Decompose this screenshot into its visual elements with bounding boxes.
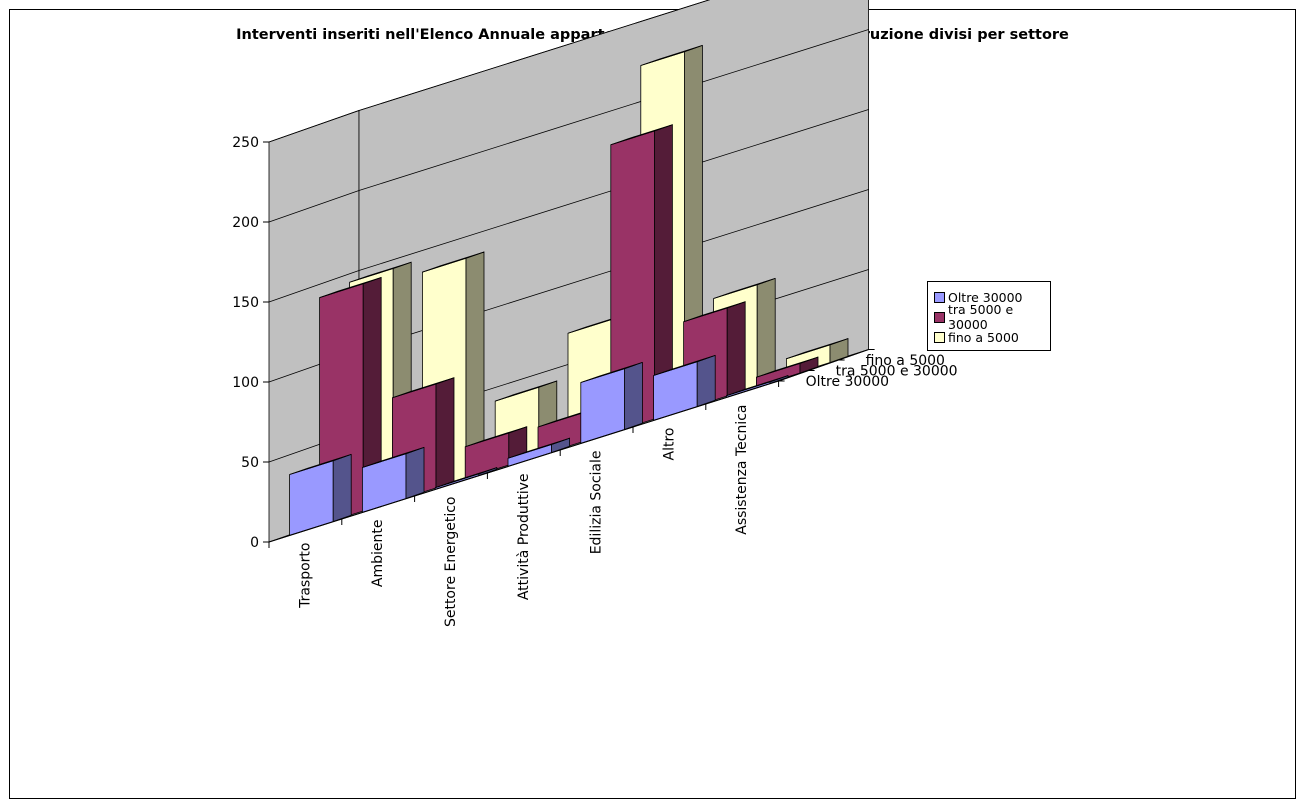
category-label: Assistenza Tecnica xyxy=(734,405,750,535)
bar-oltre-30000 xyxy=(507,437,570,467)
series-depth-label: fino a 5000 xyxy=(866,353,945,369)
legend-swatch-fino-a-5000 xyxy=(934,331,945,343)
y-tick-label: 150 xyxy=(232,295,259,311)
bar-top-face xyxy=(610,124,673,146)
category-label: Edilizia Sociale xyxy=(589,451,605,555)
bar-top-face xyxy=(653,355,716,376)
bar-top-face xyxy=(507,437,570,459)
bar-side-face xyxy=(435,377,455,489)
bar-oltre-30000 xyxy=(289,453,352,536)
bar-top-face xyxy=(786,338,849,360)
series-depth-label: Oltre 30000 xyxy=(806,374,889,390)
bar-top-face xyxy=(640,45,703,66)
y-tick-label: 100 xyxy=(232,375,259,391)
category-label: Altro xyxy=(661,428,677,461)
gridline xyxy=(268,0,711,143)
bar-tra-5000-e-30000 xyxy=(610,124,673,434)
bar-top-face xyxy=(435,467,497,489)
bar-side-face xyxy=(696,354,716,408)
bar-top-face xyxy=(362,447,425,468)
bar-side-face xyxy=(726,301,746,397)
depth-axis-line xyxy=(778,349,869,382)
legend-swatch-tra-5000-e-30000 xyxy=(934,311,945,323)
category-label: Attività Produttive xyxy=(516,474,532,601)
y-tick-label: 200 xyxy=(232,215,259,231)
y-tick-label: 250 xyxy=(232,135,259,151)
bar-top-face xyxy=(289,454,352,475)
bar-top-face xyxy=(319,277,382,298)
bar-side-face xyxy=(756,277,776,387)
bar-top-face xyxy=(349,261,412,283)
bar-top-face xyxy=(495,380,557,402)
bar-tra-5000-e-30000 xyxy=(756,356,819,388)
legend-label: Oltre 30000 xyxy=(948,289,1023,305)
bar-side-face xyxy=(624,361,643,431)
bar-side-face xyxy=(332,453,352,523)
bar-side-face xyxy=(405,446,425,500)
bar-top-face xyxy=(422,251,485,273)
bar-top-face xyxy=(713,278,776,299)
bar-top-face xyxy=(392,377,455,399)
x-axis-line xyxy=(268,380,779,543)
legend-item-oltre-30000: Oltre 30000 xyxy=(934,287,1050,307)
legend-item-tra-5000-e-30000: tra 5000 e 30000 xyxy=(934,302,1050,332)
legend-label: fino a 5000 xyxy=(948,329,1019,345)
legend-label: tra 5000 e 30000 xyxy=(948,302,1014,332)
bar-top-face xyxy=(580,362,643,383)
legend-item-fino-a-5000: fino a 5000 xyxy=(934,327,1050,347)
bar-oltre-30000 xyxy=(653,354,716,421)
legend: Oltre 30000 tra 5000 e 30000 fino a 5000 xyxy=(927,281,1051,351)
category-label: Ambiente xyxy=(370,520,386,588)
legend-swatch-oltre-30000 xyxy=(934,291,945,303)
series-depth-label: tra 5000 e 30000 xyxy=(836,363,958,379)
bar-top-face xyxy=(465,426,527,448)
category-label: Settore Energetico xyxy=(443,497,459,628)
y-tick-label: 0 xyxy=(250,535,259,551)
bar-top-face xyxy=(683,301,746,323)
y-tick-label: 50 xyxy=(241,455,259,471)
bar-top-face xyxy=(756,356,819,378)
category-label: Trasporto xyxy=(297,543,313,609)
bar-top-face xyxy=(726,375,789,397)
